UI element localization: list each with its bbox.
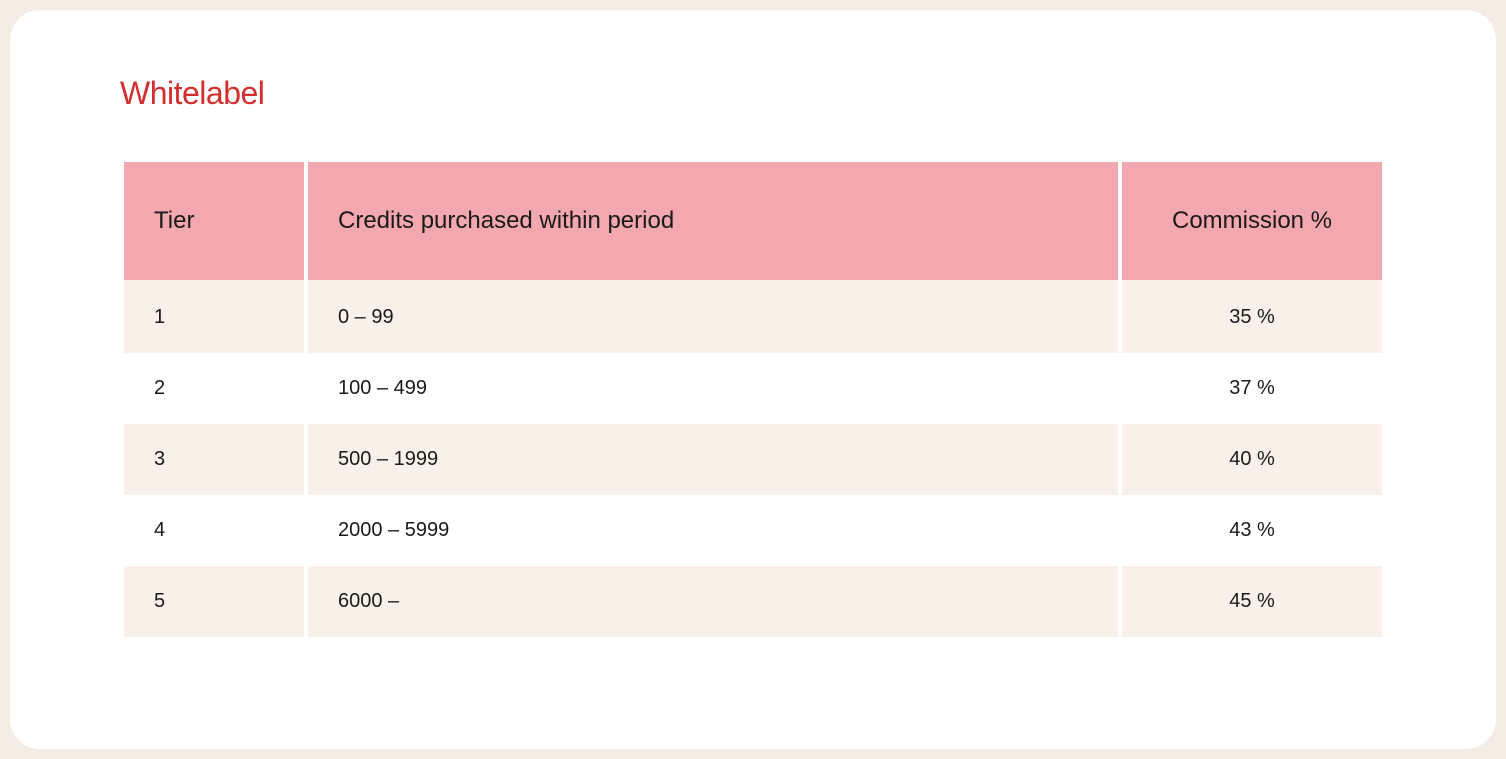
content-card: Whitelabel Tier Credits purchased within… [10, 10, 1496, 749]
table-cell-commission: 43 % [1122, 495, 1382, 566]
table-cell-tier: 2 [124, 353, 304, 424]
table-row: 3 500 – 1999 40 % [124, 424, 1382, 495]
table-cell-commission: 45 % [1122, 566, 1382, 637]
table-cell-commission: 40 % [1122, 424, 1382, 495]
table-cell-commission: 37 % [1122, 353, 1382, 424]
table-cell-credits: 6000 – [308, 566, 1118, 637]
table-row: 5 6000 – 45 % [124, 566, 1382, 637]
table-cell-credits: 2000 – 5999 [308, 495, 1118, 566]
table-header-commission: Commission % [1122, 162, 1382, 280]
table-header-row: Tier Credits purchased within period Com… [124, 162, 1382, 280]
table-cell-commission: 35 % [1122, 280, 1382, 353]
table-row: 4 2000 – 5999 43 % [124, 495, 1382, 566]
table-cell-credits: 0 – 99 [308, 280, 1118, 353]
table-cell-credits: 500 – 1999 [308, 424, 1118, 495]
table-cell-credits: 100 – 499 [308, 353, 1118, 424]
table-cell-tier: 4 [124, 495, 304, 566]
table-header-tier: Tier [124, 162, 304, 280]
table-body: 1 0 – 99 35 % 2 100 – 499 37 % 3 500 – 1… [124, 280, 1382, 637]
table-cell-tier: 5 [124, 566, 304, 637]
table-row: 1 0 – 99 35 % [124, 280, 1382, 353]
table-cell-tier: 3 [124, 424, 304, 495]
table-header-credits: Credits purchased within period [308, 162, 1118, 280]
table-row: 2 100 – 499 37 % [124, 353, 1382, 424]
table-cell-tier: 1 [124, 280, 304, 353]
section-title: Whitelabel [120, 75, 1386, 112]
commission-table: Tier Credits purchased within period Com… [120, 162, 1386, 637]
